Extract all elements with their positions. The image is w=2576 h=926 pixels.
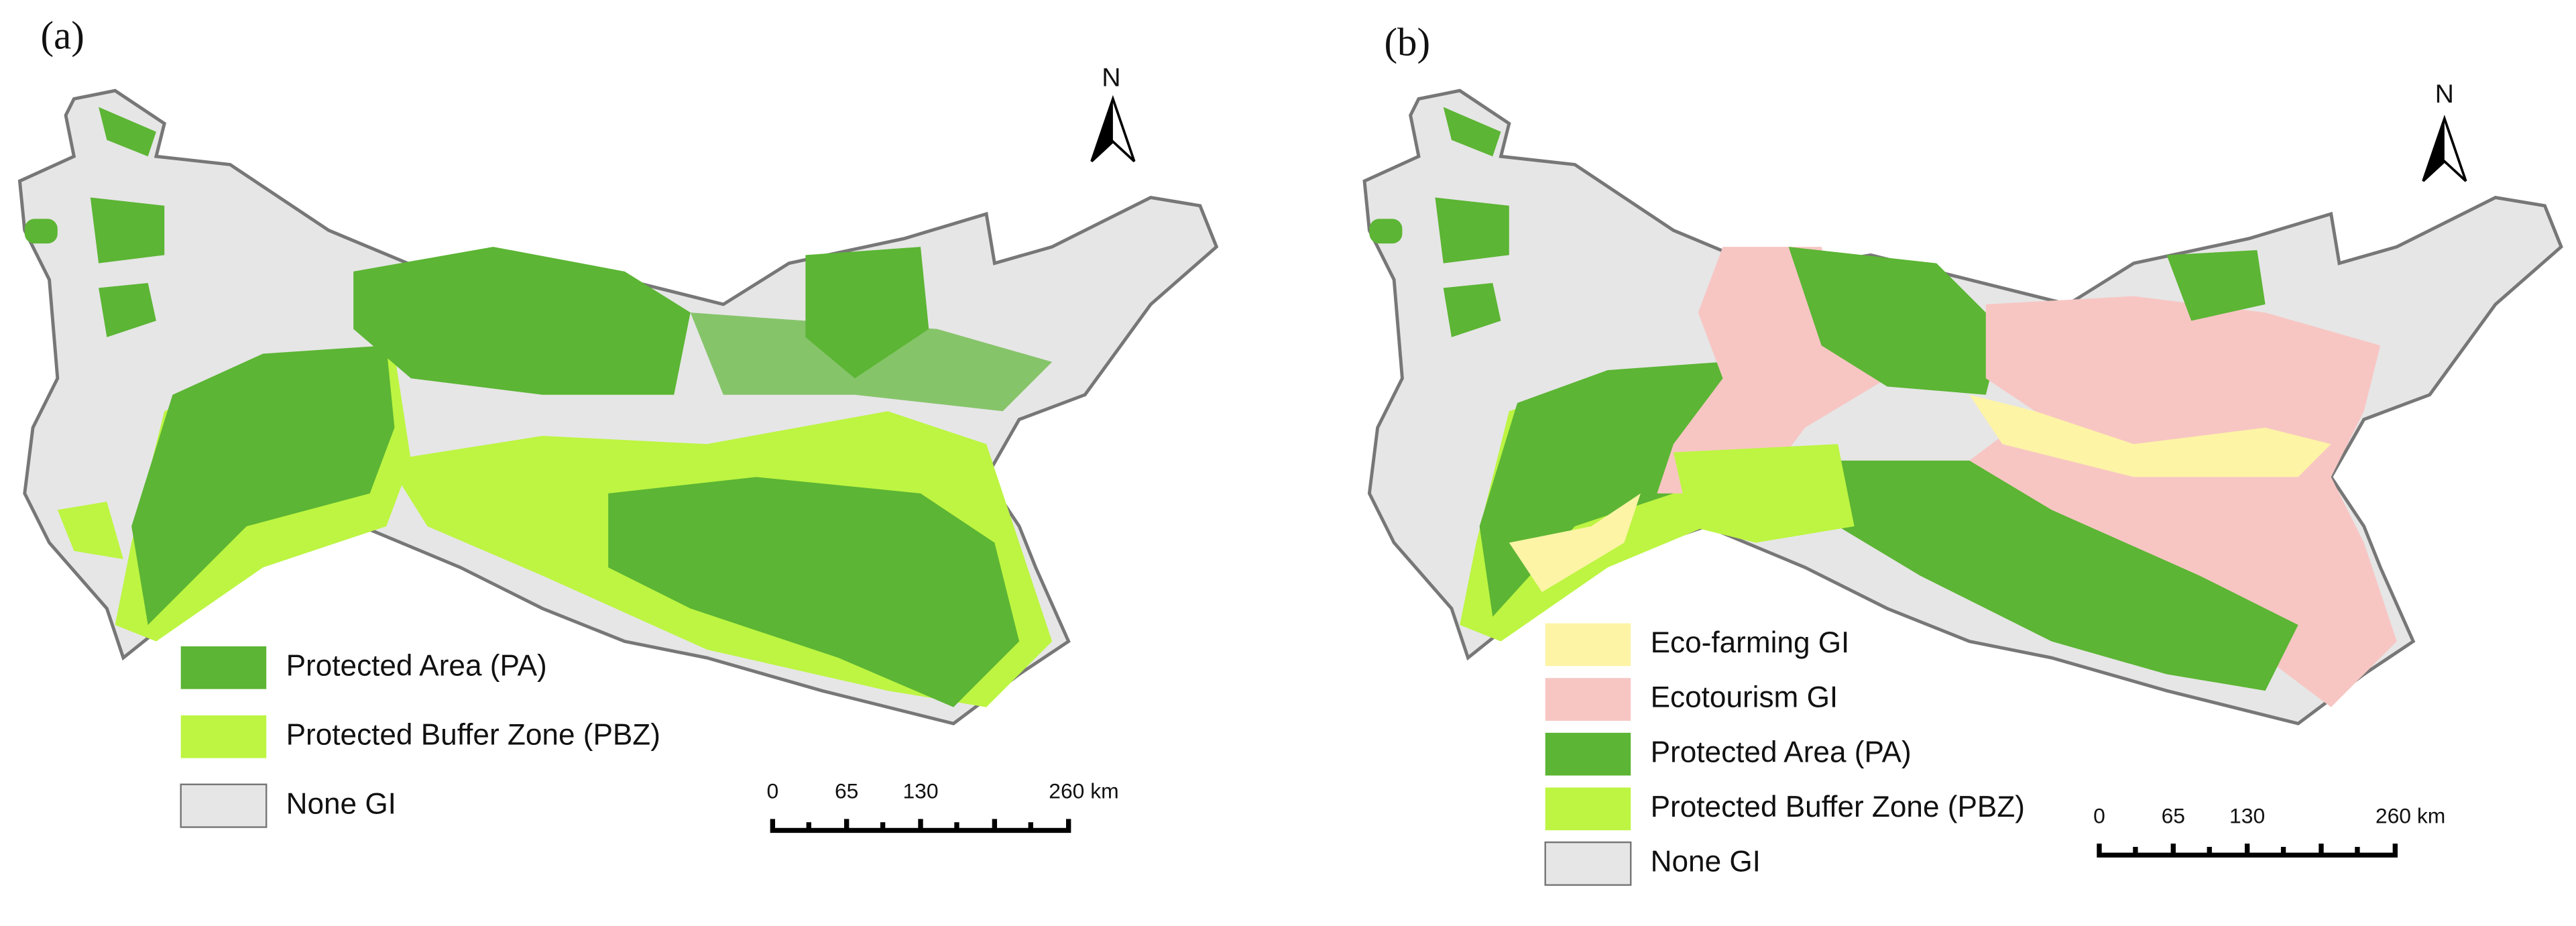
scale-label: 0 xyxy=(766,779,778,803)
scale-label: 65 xyxy=(835,779,858,803)
legend-label: Protected Area (PA) xyxy=(286,649,547,682)
legend-label: Protected Buffer Zone (PBZ) xyxy=(286,718,660,751)
panel-label: (b) xyxy=(1384,20,1430,64)
legend-label: Protected Area (PA) xyxy=(1651,736,1912,768)
legend-label: None GI xyxy=(286,787,396,820)
legend-label: Eco-farming GI xyxy=(1651,626,1850,659)
scale-label: 130 xyxy=(2229,803,2265,827)
legend-label: None GI xyxy=(1651,846,1761,878)
legend-swatch xyxy=(1545,787,1631,831)
legend-swatch xyxy=(180,783,268,828)
legend-label: Protected Buffer Zone (PBZ) xyxy=(1651,791,2025,823)
legend-swatch xyxy=(180,715,267,758)
north-label: N xyxy=(2435,79,2454,109)
legend-swatch xyxy=(1545,623,1631,667)
legend-label: Ecotourism GI xyxy=(1651,681,1838,714)
scale-label: 130 xyxy=(902,779,938,803)
map-b xyxy=(1364,91,2561,858)
legend-swatch xyxy=(1545,732,1631,776)
map-a xyxy=(19,91,1216,833)
panel-annotations: (b) N Eco-farming GI Ecotourism GI Protected… xyxy=(1384,20,2454,886)
scale-label: 260 km xyxy=(2376,803,2445,827)
scale-label: 0 xyxy=(2093,803,2105,827)
north-label: N xyxy=(1102,62,1120,92)
legend-swatch xyxy=(180,646,267,689)
scale-label: 260 km xyxy=(1049,779,1118,803)
panel-annotations: (a) N Protected Area (PA) Protected Buffer … xyxy=(41,14,1121,828)
legend-swatch xyxy=(1544,841,1632,886)
legend-swatch xyxy=(1545,678,1631,721)
panel-label: (a) xyxy=(41,14,84,58)
scale-label: 65 xyxy=(2162,803,2185,827)
